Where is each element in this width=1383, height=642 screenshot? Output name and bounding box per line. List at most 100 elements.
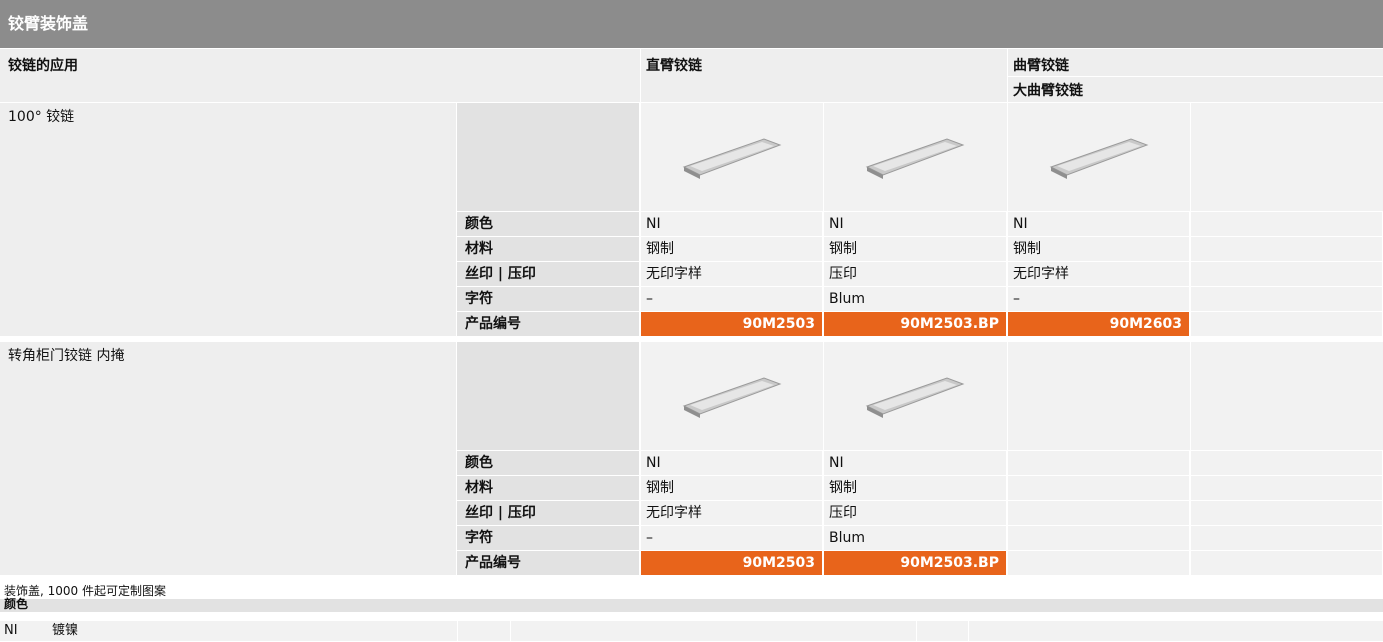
cell-value: 钢制 [646,241,674,257]
footer-note: 装饰盖, 1000 件起可定制图案 [4,584,166,598]
product-image [1049,138,1149,179]
row-label-cell [457,526,639,550]
value-cell [641,451,822,475]
row-label-cell [457,262,639,286]
value-cell [1008,451,1189,475]
value-cell [1008,212,1189,236]
product-image [682,377,782,418]
row-label-cell [457,476,639,500]
row-label: 字符 [465,291,493,307]
value-cell [641,212,822,236]
value-cell [1191,451,1382,475]
value-cell [1191,287,1382,311]
separator [916,621,917,641]
value-cell [1008,287,1189,311]
head-label: 铰链的应用 [8,58,78,74]
title-bar [0,0,1383,48]
cell-value: NI [829,455,844,471]
row-label: 丝印 | 压印 [465,266,536,282]
value-cell [824,212,1006,236]
cell-value: 钢制 [829,480,857,496]
separator [1007,76,1383,77]
value-cell [1008,262,1189,286]
row-label: 材料 [465,241,493,257]
product-number: 90M2503 [742,316,815,332]
row-label: 丝印 | 压印 [465,505,536,521]
value-cell [824,526,1006,550]
row-label-cell [457,312,639,336]
head-label: 大曲臂铰链 [1013,83,1083,99]
product-number: 90M2503.BP [900,555,999,571]
separator [640,49,641,102]
separator [1007,49,1008,102]
value-cell [641,287,822,311]
value-cell [1008,551,1189,575]
cell-value: 钢制 [1013,241,1041,257]
value-cell [1191,237,1382,261]
cell-value: NI [646,216,661,232]
product-number: 90M2603 [1109,316,1182,332]
value-cell [824,287,1006,311]
color-row [0,621,1383,641]
row-label: 材料 [465,480,493,496]
row-label-cell [457,451,639,475]
row-label-cell [457,237,639,261]
value-cell [824,501,1006,525]
value-cell [641,526,822,550]
cell-value: – [646,291,653,307]
head-row [0,49,1383,102]
cell-value: Blum [829,291,866,307]
product-image [682,138,782,179]
cell-value: 无印字样 [1013,266,1069,282]
row-label-cell [457,287,639,311]
row-label: 颜色 [465,455,493,471]
value-cell [641,262,822,286]
value-cell [1191,551,1382,575]
value-cell [1191,212,1382,236]
cell-value: 压印 [829,266,857,282]
value-cell [1191,312,1382,336]
image-cell [1191,342,1383,450]
value-cell [824,262,1006,286]
row-label: 字符 [465,530,493,546]
value-cell [1008,501,1189,525]
cell-value: NI [829,216,844,232]
product-number-cell [824,551,1006,575]
cell-value: NI [646,455,661,471]
value-cell [641,237,822,261]
cell-value: – [1013,291,1020,307]
footer-band [0,599,1383,612]
section-title: 100° 铰链 [8,109,75,125]
product-image [865,138,965,179]
product-number-cell [1008,312,1189,336]
value-cell [1008,476,1189,500]
row-label-cell [457,551,639,575]
separator [457,621,458,641]
cell-value: 钢制 [646,480,674,496]
image-label-cell [457,342,639,450]
value-cell [1191,501,1382,525]
row-label: 产品编号 [465,316,521,332]
head-label: 曲臂铰链 [1013,58,1069,74]
value-cell [824,451,1006,475]
color-code: NI [4,623,18,638]
product-number-cell [641,551,822,575]
product-number-cell [824,312,1006,336]
footer-heading: 颜色 [4,597,29,611]
value-cell [1191,262,1382,286]
value-cell [824,476,1006,500]
page-title: 铰臂装饰盖 [8,14,89,33]
color-name: 镀镍 [52,623,79,638]
section-title: 转角柜门铰链 内掩 [8,348,125,364]
row-label: 产品编号 [465,555,521,571]
product-number: 90M2503.BP [900,316,999,332]
value-cell [1191,476,1382,500]
section-label-cell [0,342,456,575]
product-number: 90M2503 [742,555,815,571]
cell-value: 压印 [829,505,857,521]
row-label: 颜色 [465,216,493,232]
value-cell [1008,526,1189,550]
separator [510,621,511,641]
cell-value: NI [1013,216,1028,232]
